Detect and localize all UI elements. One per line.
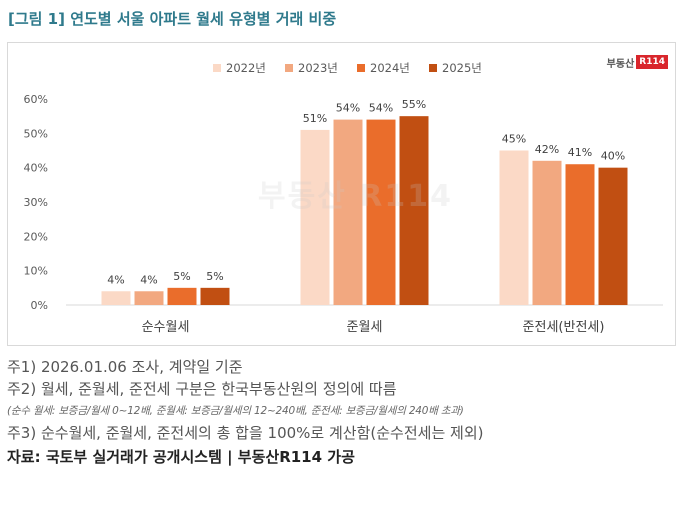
bar <box>532 160 562 305</box>
brand-logo: 부동산 R114 <box>607 54 668 70</box>
note-1: 주1) 2026.01.06 조사, 계약일 기준 <box>7 358 243 376</box>
legend-swatch <box>357 64 365 72</box>
y-tick-label: 40% <box>24 162 48 175</box>
y-tick-label: 30% <box>24 196 48 209</box>
data-label: 51% <box>303 112 327 125</box>
legend-swatch <box>213 64 221 72</box>
x-category-label: 준전세(반전세) <box>523 320 605 335</box>
legend-entry: 2025년 <box>442 61 482 75</box>
bar <box>134 291 164 305</box>
bar <box>333 119 363 305</box>
data-label: 55% <box>402 98 426 111</box>
data-label: 54% <box>336 102 360 115</box>
bar <box>200 287 230 305</box>
data-label: 42% <box>535 143 559 156</box>
logo-text: 부동산 <box>606 58 635 70</box>
note-2: 주2) 월세, 준월세, 준전세 구분은 한국부동산원의 정의에 따름 <box>7 380 397 398</box>
bar <box>565 164 595 305</box>
legend-entry: 2024년 <box>370 61 410 75</box>
data-label: 45% <box>502 133 526 146</box>
legend-entry: 2023년 <box>298 61 338 75</box>
data-label: 5% <box>173 270 190 283</box>
bar <box>366 119 396 305</box>
note-2-detail: (순수 월세: 보증금/월세 0~12배, 준월세: 보증금/월세의 12~24… <box>7 405 464 417</box>
bar-chart: 0% 10% 20% 30% 40% 50% 60% 4% 4% 5% 5% 순수월세 51% 54% 54… <box>24 61 663 335</box>
y-tick-label: 0% <box>31 299 48 312</box>
chart-container: 0% 10% 20% 30% 40% 50% 60% 4% 4% 5% 5% 순수월세 51% 54% 54… <box>7 42 676 346</box>
data-label: 4% <box>107 273 124 286</box>
bar <box>167 287 197 305</box>
source-line: 자료: 국토부 실거래가 공개시스템 | 부동산R114 가공 <box>7 448 355 466</box>
data-label: 41% <box>568 146 592 159</box>
y-tick-label: 60% <box>24 93 48 106</box>
legend-entry: 2022년 <box>226 61 266 75</box>
data-label: 40% <box>601 150 625 163</box>
x-category-label: 순수월세 <box>142 320 190 335</box>
bar <box>101 291 131 305</box>
data-label: 54% <box>369 102 393 115</box>
bar <box>300 129 330 305</box>
legend-swatch <box>429 64 437 72</box>
y-tick-label: 10% <box>24 265 48 278</box>
watermark: 부동산 R114 <box>258 179 453 214</box>
data-label: 4% <box>140 273 157 286</box>
y-tick-label: 50% <box>24 127 48 140</box>
bar <box>598 167 628 305</box>
y-tick-label: 20% <box>24 230 48 243</box>
x-category-label: 준월세 <box>347 320 383 335</box>
page-title: [그림 1] 연도별 서울 아파트 월세 유형별 거래 비중 <box>8 10 337 28</box>
data-label: 5% <box>206 270 223 283</box>
logo-badge: R114 <box>636 55 668 69</box>
note-3: 주3) 순수월세, 준월세, 준전세의 총 합을 100%로 계산함(순수전세는… <box>7 424 484 442</box>
bar <box>499 150 529 305</box>
bar <box>399 116 429 306</box>
legend-swatch <box>285 64 293 72</box>
footnotes: 주1) 2026.01.06 조사, 계약일 기준 주2) 월세, 준월세, 준… <box>7 356 675 470</box>
